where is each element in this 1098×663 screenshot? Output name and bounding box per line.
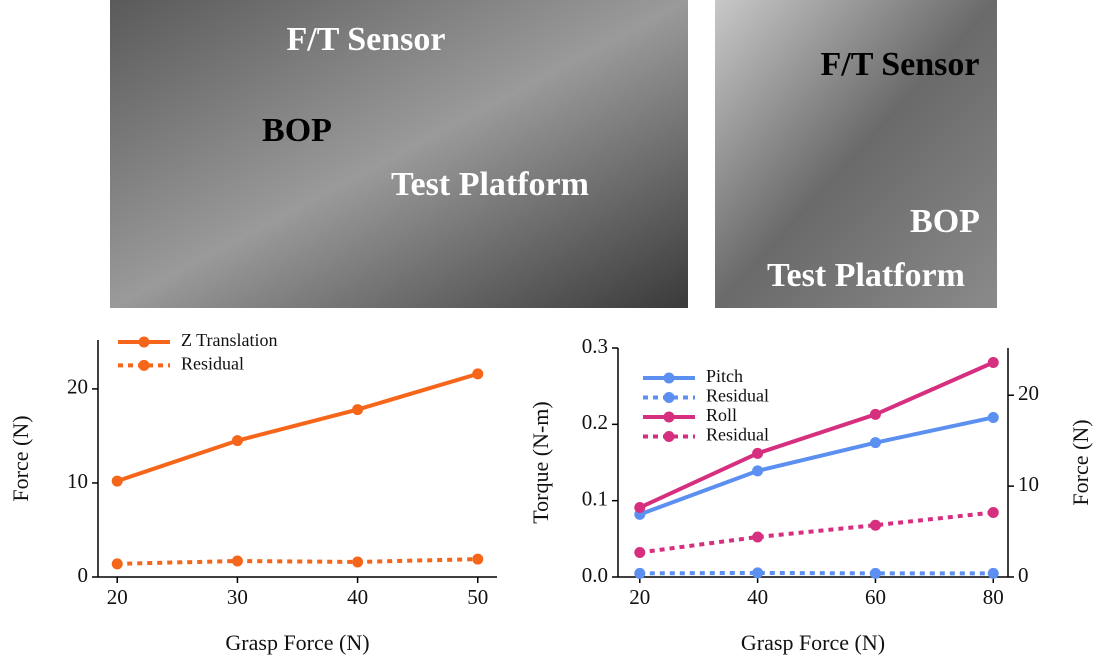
x-tick-label: 40 — [347, 585, 368, 609]
y-axis-label: Torque (N-m) — [528, 401, 553, 523]
series-line — [117, 374, 478, 481]
data-point — [870, 568, 881, 579]
x-tick-label: 20 — [107, 585, 128, 609]
y-tick-label: 0.3 — [582, 334, 608, 358]
photo-label: F/T Sensor — [820, 46, 979, 83]
series-line — [640, 363, 993, 508]
data-point — [352, 556, 363, 567]
y-tick-label: 0.1 — [582, 486, 608, 510]
data-point — [634, 502, 645, 513]
data-point — [472, 368, 483, 379]
x-axis-label: Grasp Force (N) — [225, 630, 369, 655]
y2-axis-label: Force (N) — [1068, 419, 1093, 505]
data-point — [752, 567, 763, 578]
series-line — [640, 512, 993, 552]
data-point — [352, 404, 363, 415]
y-tick-label: 0.0 — [582, 563, 608, 587]
data-point — [112, 558, 123, 569]
legend-label: Residual — [706, 386, 769, 406]
data-point — [988, 568, 999, 579]
photo-label: Test Platform — [767, 257, 965, 294]
data-point — [634, 547, 645, 558]
legend-label: Residual — [706, 425, 769, 445]
data-point — [988, 357, 999, 368]
photo-label: F/T Sensor — [286, 21, 445, 58]
x-tick-label: 80 — [983, 585, 1004, 609]
legend-marker — [664, 392, 675, 403]
legend-marker — [664, 412, 675, 423]
photo-label: Test Platform — [391, 166, 589, 203]
data-point — [988, 412, 999, 423]
data-point — [870, 437, 881, 448]
legend-marker — [664, 373, 675, 384]
data-point — [232, 435, 243, 446]
legend-label: Roll — [706, 405, 737, 425]
data-point — [752, 532, 763, 543]
data-point — [988, 507, 999, 518]
photo-label: BOP — [262, 112, 332, 149]
x-tick-label: 50 — [467, 585, 488, 609]
legend-marker — [664, 431, 675, 442]
y-tick-label: 20 — [67, 375, 88, 399]
x-axis-label: Grasp Force (N) — [741, 630, 885, 655]
data-point — [752, 465, 763, 476]
x-tick-label: 60 — [865, 585, 886, 609]
figure: F/T Sensor BOP Test Platform F/T Sensor … — [0, 0, 1098, 663]
data-point — [634, 568, 645, 579]
data-point — [870, 520, 881, 531]
y2-tick-label: 0 — [1018, 563, 1029, 587]
y-tick-label: 0 — [78, 563, 89, 587]
y-tick-label: 10 — [67, 469, 88, 493]
legend-label: Z Translation — [181, 330, 278, 350]
x-tick-label: 30 — [227, 585, 248, 609]
y-axis-label: Force (N) — [8, 415, 33, 501]
y2-tick-label: 10 — [1018, 472, 1039, 496]
series-line — [117, 559, 478, 564]
data-point — [870, 409, 881, 420]
legend-marker — [139, 337, 150, 348]
photo-label: BOP — [910, 203, 980, 240]
data-point — [232, 556, 243, 567]
legend-label: Pitch — [706, 366, 743, 386]
legend-label: Residual — [181, 354, 244, 374]
y-tick-label: 0.2 — [582, 410, 608, 434]
legend-marker — [139, 360, 150, 371]
data-point — [752, 448, 763, 459]
x-tick-label: 40 — [747, 585, 768, 609]
y2-tick-label: 20 — [1018, 381, 1039, 405]
data-point — [472, 554, 483, 565]
data-point — [112, 476, 123, 487]
x-tick-label: 20 — [629, 585, 650, 609]
